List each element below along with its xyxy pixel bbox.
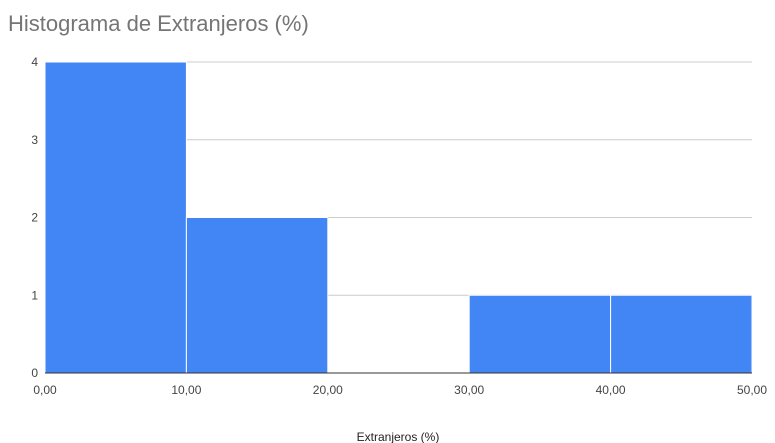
y-tick-label: 3 [31, 133, 38, 147]
x-tick-label: 40,00 [596, 383, 626, 397]
histogram-bar [610, 294, 753, 374]
x-tick-label: 20,00 [313, 383, 343, 397]
x-tick-label: 10,00 [171, 383, 201, 397]
x-tick-label: 30,00 [454, 383, 484, 397]
y-tick-label: 4 [31, 55, 38, 69]
histogram-bar [44, 61, 187, 374]
y-tick-label: 2 [31, 211, 38, 225]
histogram-bar [468, 294, 612, 374]
x-tick-label: 50,00 [737, 383, 767, 397]
y-tick-label: 0 [31, 366, 38, 380]
x-axis-ticks: 0,00 10,00 20,00 30,00 40,00 50,00 [33, 383, 767, 397]
x-axis-label: Extranjeros (%) [357, 430, 440, 443]
x-tick-label: 0,00 [33, 383, 57, 397]
chart-title: Histograma de Extranjeros (%) [8, 11, 309, 36]
histogram-bar [185, 217, 329, 374]
y-axis-ticks: 0 1 2 3 4 [31, 55, 38, 380]
y-tick-label: 1 [31, 288, 38, 302]
